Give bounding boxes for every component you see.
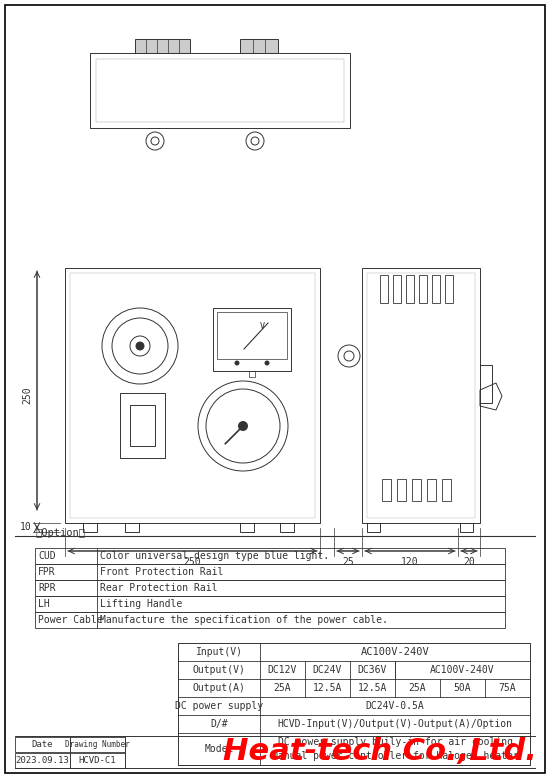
Bar bbox=[480, 365, 492, 403]
Bar bbox=[213, 308, 291, 371]
Text: Heat-tech Co.,Ltd.: Heat-tech Co.,Ltd. bbox=[223, 738, 537, 766]
Bar bbox=[382, 479, 391, 501]
Text: 250: 250 bbox=[22, 387, 32, 405]
Bar bbox=[249, 371, 255, 377]
Text: 12.5A: 12.5A bbox=[358, 683, 387, 693]
Bar bbox=[96, 59, 344, 122]
Bar bbox=[280, 523, 294, 532]
Text: 50A: 50A bbox=[454, 683, 471, 693]
Bar bbox=[442, 479, 451, 501]
Text: 10: 10 bbox=[20, 522, 32, 532]
Bar bbox=[367, 523, 380, 532]
Text: Color universal design type blue light.: Color universal design type blue light. bbox=[100, 551, 329, 561]
Text: AC100V-240V: AC100V-240V bbox=[430, 665, 495, 675]
Bar bbox=[406, 275, 414, 303]
Text: DC36V: DC36V bbox=[358, 665, 387, 675]
Bar bbox=[432, 275, 440, 303]
Bar bbox=[35, 612, 505, 628]
Bar bbox=[70, 273, 315, 518]
Text: Front Protection Rail: Front Protection Rail bbox=[100, 567, 223, 577]
Text: 250: 250 bbox=[184, 557, 201, 567]
Bar bbox=[393, 275, 401, 303]
Bar bbox=[35, 596, 505, 612]
Bar bbox=[445, 275, 453, 303]
Text: Manual power controller for Halogen heater: Manual power controller for Halogen heat… bbox=[272, 751, 518, 761]
Circle shape bbox=[265, 360, 270, 366]
Bar bbox=[419, 275, 427, 303]
Bar bbox=[70, 753, 125, 768]
Bar bbox=[35, 564, 505, 580]
Text: LH: LH bbox=[38, 599, 50, 609]
Bar bbox=[135, 39, 190, 53]
Bar bbox=[65, 268, 320, 523]
Bar bbox=[460, 523, 473, 532]
Bar bbox=[412, 479, 421, 501]
Text: RPR: RPR bbox=[38, 583, 56, 593]
Text: DC24V-0.5A: DC24V-0.5A bbox=[366, 701, 425, 711]
Text: Drawing Number: Drawing Number bbox=[65, 740, 130, 749]
Text: Date: Date bbox=[32, 740, 53, 749]
Bar bbox=[217, 312, 287, 359]
Bar bbox=[380, 275, 388, 303]
Text: Lifting Handle: Lifting Handle bbox=[100, 599, 182, 609]
Bar bbox=[15, 753, 70, 768]
Circle shape bbox=[234, 360, 239, 366]
Circle shape bbox=[136, 342, 144, 350]
Text: CUD: CUD bbox=[38, 551, 56, 561]
Text: Rear Protection Rail: Rear Protection Rail bbox=[100, 583, 217, 593]
Text: DC24V: DC24V bbox=[313, 665, 342, 675]
Circle shape bbox=[238, 421, 248, 431]
Bar bbox=[178, 643, 530, 765]
Text: 25A: 25A bbox=[274, 683, 292, 693]
Text: AC100V-240V: AC100V-240V bbox=[361, 647, 430, 657]
Text: V: V bbox=[260, 321, 265, 331]
Bar bbox=[15, 737, 70, 752]
Text: 【Option】: 【Option】 bbox=[35, 528, 85, 538]
Text: 75A: 75A bbox=[499, 683, 516, 693]
Text: Input(V): Input(V) bbox=[195, 647, 243, 657]
Text: 25: 25 bbox=[342, 557, 354, 567]
Bar bbox=[83, 523, 97, 532]
Text: Manufacture the specification of the power cable.: Manufacture the specification of the pow… bbox=[100, 615, 388, 625]
Bar bbox=[35, 548, 505, 564]
Bar bbox=[240, 523, 254, 532]
Text: Power Cable: Power Cable bbox=[38, 615, 103, 625]
Text: Output(V): Output(V) bbox=[192, 665, 245, 675]
Text: D/#: D/# bbox=[210, 719, 228, 729]
Text: FPR: FPR bbox=[38, 567, 56, 577]
Text: 20: 20 bbox=[463, 557, 475, 567]
Text: DC power supply: DC power supply bbox=[175, 701, 263, 711]
Bar bbox=[35, 580, 505, 596]
Text: 120: 120 bbox=[401, 557, 419, 567]
Text: 12.5A: 12.5A bbox=[313, 683, 342, 693]
Text: HCVD-C1: HCVD-C1 bbox=[79, 756, 116, 765]
Text: Model: Model bbox=[204, 744, 234, 754]
Bar bbox=[367, 273, 475, 518]
Bar bbox=[125, 523, 139, 532]
Bar bbox=[362, 268, 480, 523]
Text: DC12V: DC12V bbox=[268, 665, 297, 675]
Text: DC power supply buily-in for air cooling: DC power supply buily-in for air cooling bbox=[278, 737, 513, 747]
Text: 2023.09.13: 2023.09.13 bbox=[15, 756, 69, 765]
Bar bbox=[427, 479, 436, 501]
Text: 25A: 25A bbox=[409, 683, 426, 693]
Text: HCVD-Input(V)/Output(V)-Output(A)/Option: HCVD-Input(V)/Output(V)-Output(A)/Option bbox=[278, 719, 513, 729]
Bar bbox=[397, 479, 406, 501]
Bar bbox=[90, 53, 350, 128]
Text: Output(A): Output(A) bbox=[192, 683, 245, 693]
Bar bbox=[130, 405, 155, 446]
Bar bbox=[120, 393, 165, 458]
Bar bbox=[70, 737, 125, 752]
Bar bbox=[240, 39, 278, 53]
